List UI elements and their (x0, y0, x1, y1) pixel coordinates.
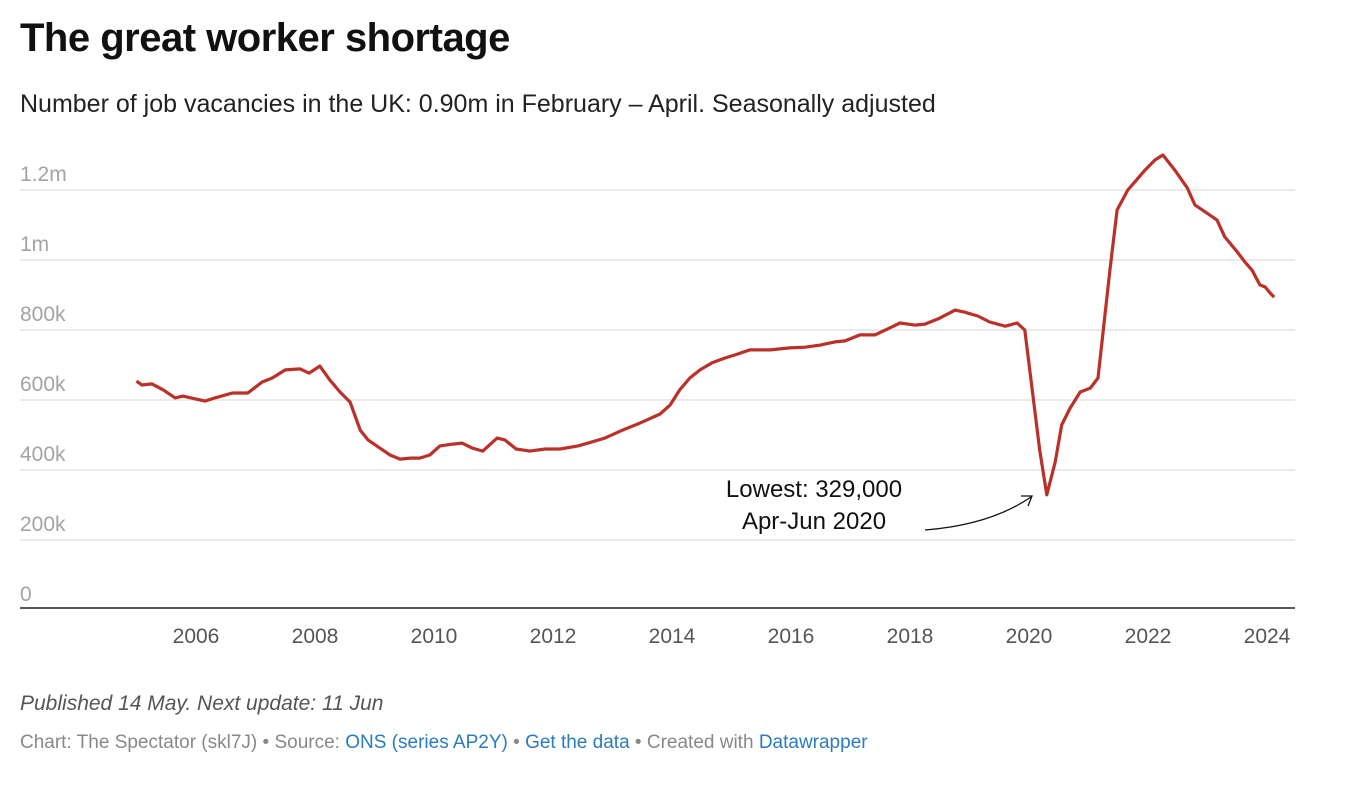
separator: • (257, 732, 275, 753)
chart-title: The great worker shortage (20, 16, 510, 60)
x-tick-label: 2020 (1006, 625, 1053, 648)
chart-footer: Chart: The Spectator (skl7J) • Source: O… (20, 732, 868, 754)
y-tick-label: 1.2m (20, 163, 67, 186)
annotation-lowest-date: Apr-Jun 2020 (742, 508, 886, 535)
x-tick-label: 2014 (649, 625, 696, 648)
annotation-lowest-value: Lowest: 329,000 (726, 476, 902, 503)
y-tick-label: 400k (20, 443, 66, 466)
get-data-link[interactable]: Get the data (525, 732, 630, 753)
y-tick-label: 200k (20, 513, 66, 536)
datawrapper-link[interactable]: Datawrapper (758, 732, 868, 753)
source-link[interactable]: ONS (series AP2Y) (345, 732, 508, 753)
y-tick-label: 1m (20, 233, 49, 256)
y-tick-label: 0 (20, 583, 32, 606)
x-tick-label: 2022 (1125, 625, 1172, 648)
x-tick-label: 2016 (768, 625, 815, 648)
x-tick-label: 2024 (1244, 625, 1291, 648)
x-tick-label: 2010 (411, 625, 458, 648)
created-with-label: Created with (646, 732, 759, 753)
separator: • (629, 732, 647, 753)
x-tick-label: 2006 (173, 625, 220, 648)
y-tick-label: 800k (20, 303, 66, 326)
source-label: Source: (274, 732, 346, 753)
publication-note: Published 14 May. Next update: 11 Jun (20, 692, 384, 715)
chart-subtitle: Number of job vacancies in the UK: 0.90m… (20, 90, 936, 118)
x-tick-label: 2018 (887, 625, 934, 648)
x-tick-label: 2008 (292, 625, 339, 648)
x-tick-label: 2012 (530, 625, 577, 648)
annotation-arrow (924, 496, 1032, 531)
chart-credit: Chart: The Spectator (skl7J) (20, 732, 258, 753)
annotation-arrowhead-icon (1021, 495, 1033, 507)
y-tick-label: 600k (20, 373, 66, 396)
separator: • (507, 732, 526, 753)
vacancies-line (135, 153, 1276, 497)
